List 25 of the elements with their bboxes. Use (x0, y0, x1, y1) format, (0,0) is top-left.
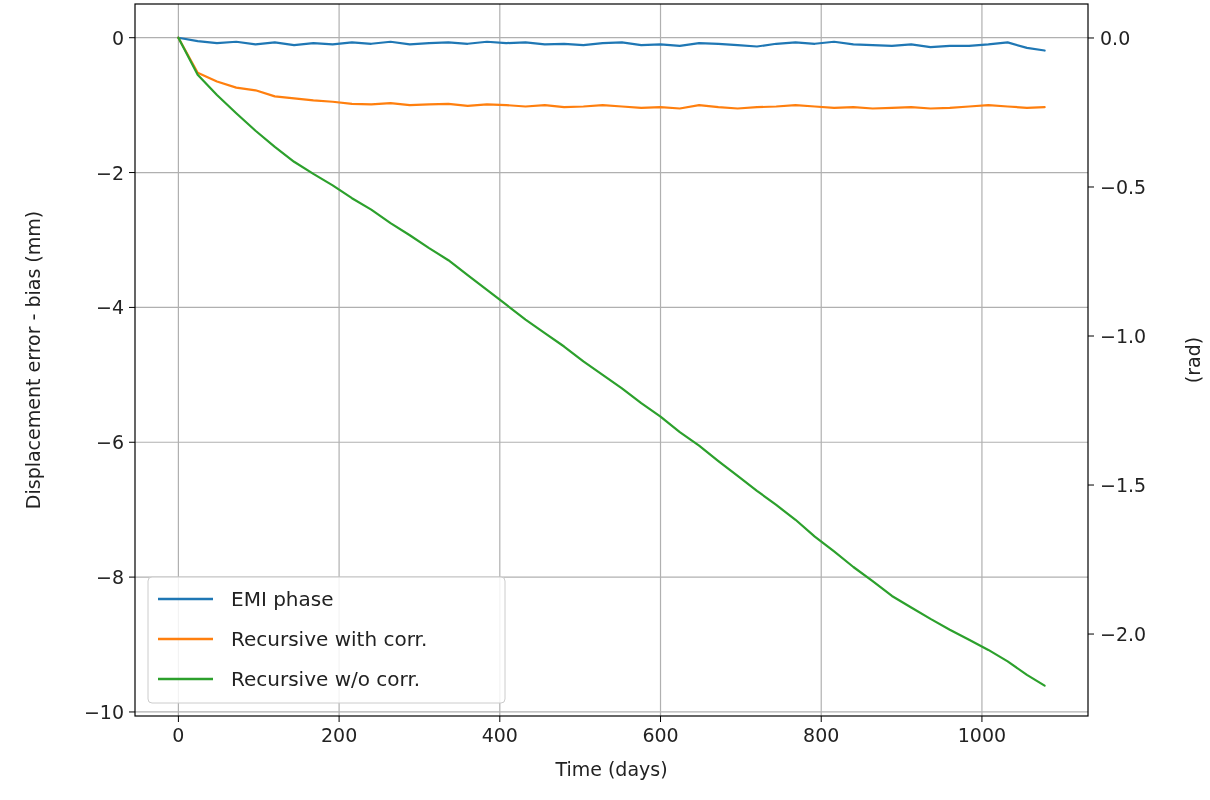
y-tick-label: −8 (95, 566, 124, 589)
legend-label: Recursive with corr. (231, 627, 428, 651)
line-series (177, 36, 1046, 687)
x-tick-label: 0 (172, 724, 185, 746)
x-axis-title: Time (days) (554, 758, 668, 780)
y-tick-label: −10 (83, 700, 124, 723)
y-tick-label: −6 (95, 431, 124, 454)
y-axis-title: Displacement error - bias (mm) (22, 210, 44, 510)
line-series (177, 36, 1046, 52)
x-tick-label: 1000 (957, 724, 1007, 746)
y-tick-label: −4 (95, 296, 124, 319)
y2-tick-label: 0.0 (1100, 26, 1131, 49)
y2-tick-label: −1.5 (1100, 474, 1147, 497)
y2-tick-label: −0.5 (1100, 175, 1147, 198)
x-tick-label: 800 (803, 724, 840, 746)
y2-tick-label: −1.0 (1100, 325, 1147, 348)
x-tick-label: 400 (481, 724, 518, 746)
y-tick-label: −2 (95, 161, 124, 184)
y2-axis-title: (rad) (1182, 336, 1204, 384)
legend-label: EMI phase (231, 587, 334, 611)
y2-tick-label: −2.0 (1100, 623, 1147, 646)
x-tick-label: 600 (642, 724, 679, 746)
x-tick-label: 200 (320, 724, 358, 746)
legend-label: Recursive w/o corr. (231, 667, 421, 691)
y-tick-label: 0 (111, 26, 124, 49)
